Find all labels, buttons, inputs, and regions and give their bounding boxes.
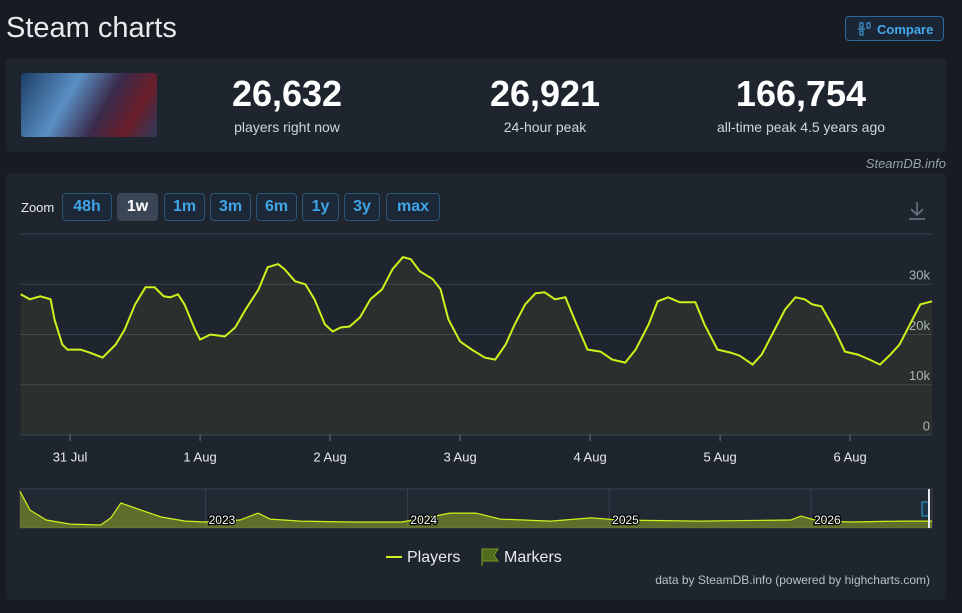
compare-icon: [858, 22, 871, 36]
navigator-tick-label: 2024: [410, 513, 437, 527]
compare-button[interactable]: Compare: [845, 16, 944, 41]
stat-label: all-time peak 4.5 years ago: [716, 119, 886, 135]
navigator-tick-label: 2025: [612, 513, 639, 527]
zoom-button[interactable]: 48h: [62, 193, 112, 221]
y-tick-label: 10k: [909, 368, 930, 383]
x-tick-label: 6 Aug: [833, 449, 866, 464]
stat-value: 26,632: [231, 73, 343, 114]
compare-label[interactable]: Compare: [877, 22, 934, 37]
zoom-button[interactable]: 1y: [302, 193, 339, 221]
stat-value: 26,921: [489, 73, 601, 114]
x-tick-label: 3 Aug: [443, 449, 476, 464]
line: [19, 491, 932, 526]
zoom-button[interactable]: 6m: [256, 193, 297, 221]
x-tick-label: 5 Aug: [703, 449, 736, 464]
credits[interactable]: data by SteamDB.info (powered by highcha…: [655, 573, 930, 587]
stat: 166,754 all-time peak 4.5 years ago: [671, 73, 931, 135]
game-cover[interactable]: [21, 73, 157, 137]
zoom-button[interactable]: 3y: [344, 193, 380, 221]
zoom-button[interactable]: 1w: [117, 193, 158, 221]
stats-panel: 26,632 players right now 26,921 24-hour pe…: [6, 59, 946, 152]
stat-label: 24-hour peak: [503, 119, 587, 135]
x-tick-label: 31 Jul: [53, 449, 88, 464]
navigator-handle[interactable]: [921, 501, 930, 517]
line: [20, 255, 933, 366]
chart-panel: [6, 173, 946, 600]
page-title: Steam charts: [6, 12, 177, 44]
navigator-tick-label: 2023: [209, 513, 236, 527]
legend-label: Markers: [504, 549, 562, 566]
x-tick-label: 2 Aug: [313, 449, 346, 464]
source-link[interactable]: SteamDB.info: [865, 156, 946, 171]
area: [20, 257, 933, 435]
y-tick-label: 20k: [909, 318, 930, 333]
stat-label: players right now: [234, 119, 340, 135]
navigator-bg: [19, 488, 933, 529]
area: [20, 491, 932, 528]
legend-symbol: [481, 548, 499, 566]
zoom-label: Zoom: [21, 200, 55, 215]
navigator-tick-label: 2026: [814, 513, 841, 527]
y-tick-label: 0: [923, 418, 930, 433]
zoom-button[interactable]: 1m: [164, 193, 205, 221]
stat-value: 166,754: [735, 73, 867, 114]
legend[interactable]: Players Markers: [386, 548, 562, 566]
zoom-button[interactable]: 3m: [210, 193, 251, 221]
stat: 26,632 players right now: [157, 73, 417, 135]
x-tick-label: 1 Aug: [183, 449, 216, 464]
legend-label: Players: [407, 549, 460, 566]
zoom-button[interactable]: max: [386, 193, 440, 221]
x-tick-label: 4 Aug: [573, 449, 606, 464]
y-tick-label: 30k: [909, 268, 930, 283]
stat: 26,921 24-hour peak: [415, 73, 675, 135]
download-icon[interactable]: [909, 202, 925, 220]
